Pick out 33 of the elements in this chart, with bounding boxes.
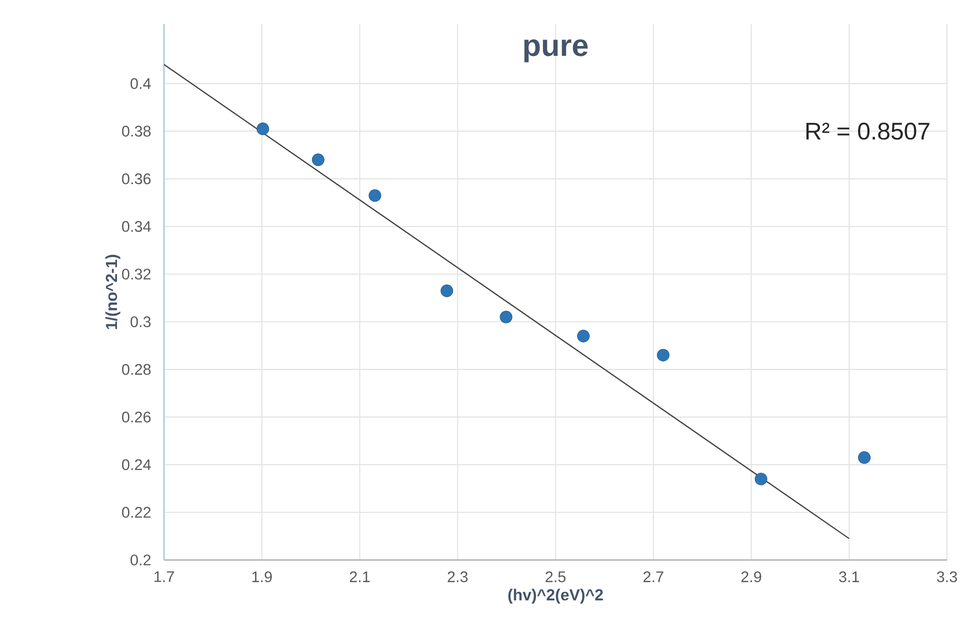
y-tick-label: 0.32 [122, 268, 151, 280]
point [368, 189, 382, 202]
y-tick-label: 0.3 [130, 316, 151, 328]
x-tick-label: 2.3 [448, 571, 468, 582]
x-tick-label: 2.1 [350, 571, 370, 582]
x-tick-label: 1.9 [252, 571, 272, 582]
point [440, 284, 454, 298]
y-tick-label: 0.34 [122, 221, 151, 232]
point [754, 472, 768, 486]
y-tick-label: 0.24 [122, 459, 151, 470]
chart-title: pure [524, 39, 588, 62]
point [312, 154, 324, 166]
y-tick-label: 0.28 [122, 364, 151, 375]
x-tick-label: 2.9 [741, 571, 762, 582]
y-axis-title: 1/(no^2-1) [105, 254, 120, 330]
point [656, 348, 670, 362]
y-tick-label: 0.38 [122, 126, 151, 137]
annotation: R² = 0.8507 [806, 122, 930, 140]
point [256, 122, 270, 136]
y-tick-label: 0.2 [130, 554, 151, 566]
point [577, 330, 590, 342]
y-tick-label: 0.4 [130, 78, 151, 89]
y-tick-label: 0.22 [122, 506, 151, 518]
x-tick-label: 3.3 [936, 571, 957, 582]
x-axis-title: (hv)^2(eV)^2 [508, 588, 603, 604]
y-tick-label: 0.26 [122, 412, 151, 422]
x-tick-label: 3.1 [839, 571, 860, 582]
point [500, 310, 512, 324]
point [858, 451, 871, 464]
x-tick-label: 1.7 [154, 571, 174, 582]
x-tick-label: 2.5 [546, 571, 566, 582]
y-tick-label: 0.36 [122, 173, 151, 184]
x-tick-label: 2.7 [643, 571, 664, 582]
